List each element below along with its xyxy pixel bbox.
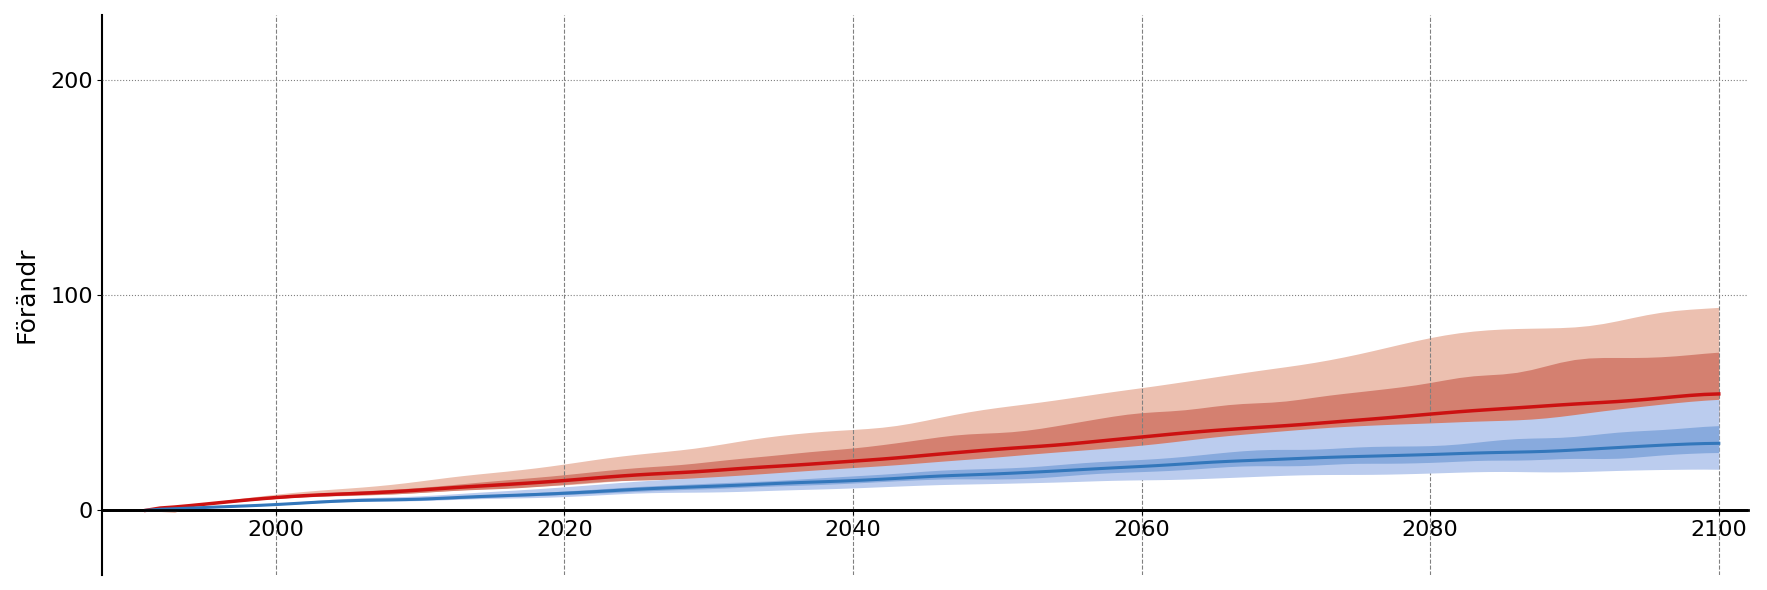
Y-axis label: Förändr: Förändr <box>14 247 39 343</box>
